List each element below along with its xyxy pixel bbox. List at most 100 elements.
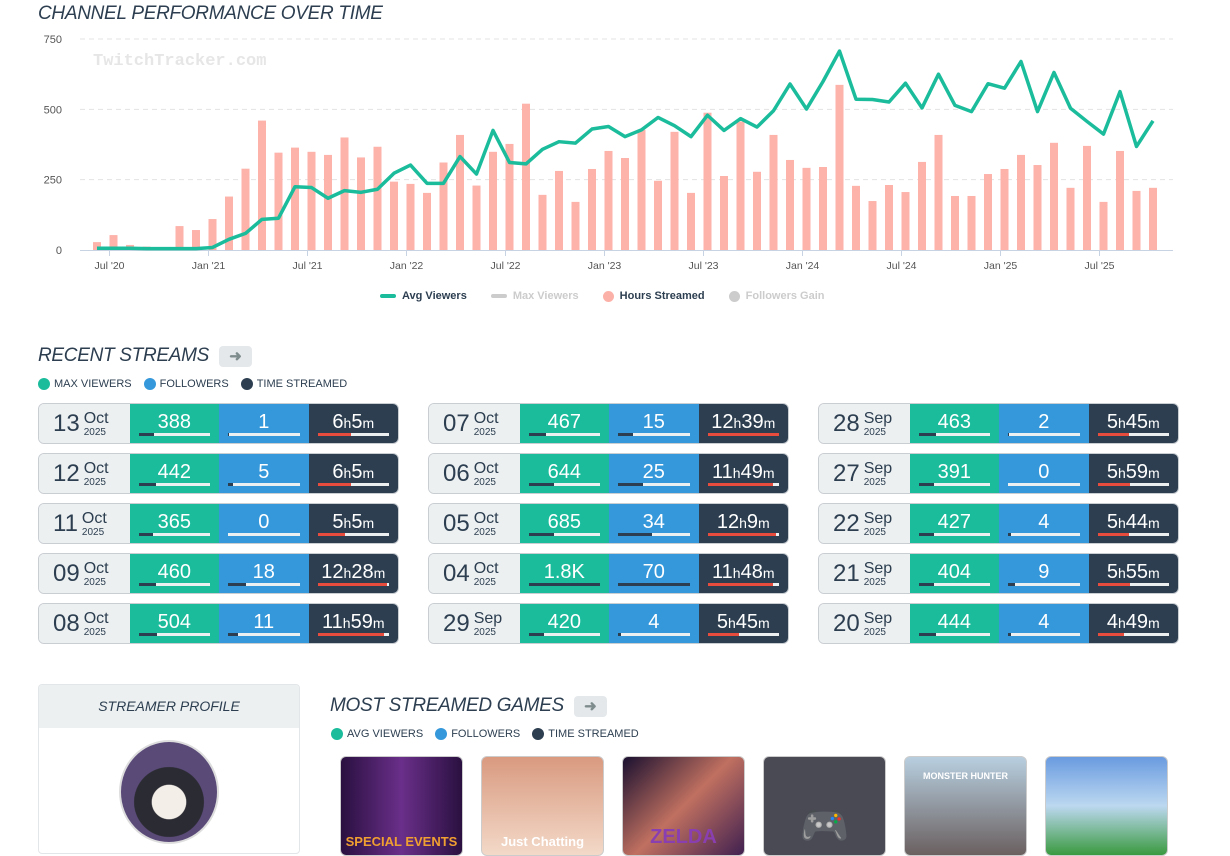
hours-streamed-bar	[572, 202, 580, 250]
stream-day: 13	[53, 410, 80, 438]
minutes-value: 39	[741, 411, 763, 433]
hours-unit: h	[728, 615, 736, 631]
minutes-unit: m	[1148, 565, 1160, 581]
game-cover[interactable]: MONSTER HUNTER	[904, 756, 1027, 856]
minutes-unit: m	[374, 565, 386, 581]
max-viewers-value: 504	[158, 611, 191, 633]
streamer-avatar[interactable]	[119, 740, 219, 844]
y-tick-label: 0	[56, 245, 62, 257]
hours-streamed-bar	[291, 148, 299, 250]
stream-day: 20	[833, 610, 860, 638]
legend-dot-icon	[603, 291, 614, 302]
legend-item[interactable]: Hours Streamed	[603, 290, 705, 302]
game-cover[interactable]	[1045, 756, 1168, 856]
hours-unit: h	[1118, 465, 1126, 481]
time-streamed-bar	[1098, 533, 1169, 536]
time-streamed-bar	[318, 633, 389, 636]
hours-streamed-bar	[786, 160, 794, 250]
hours-streamed-bar	[852, 186, 860, 250]
minutes-unit: m	[763, 465, 775, 481]
followers-value: 4	[648, 611, 659, 633]
game-cover[interactable]: SPECIAL EVENTS	[340, 756, 463, 856]
minutes-unit: m	[362, 415, 374, 431]
time-streamed-cell: 5h45m	[1089, 404, 1178, 443]
followers-cell: 0	[219, 504, 308, 543]
key-label: FOLLOWERS	[451, 728, 520, 740]
game-cover[interactable]: ZELDA	[622, 756, 745, 856]
hours-streamed-bar	[473, 186, 481, 250]
hours-streamed-bar	[374, 147, 382, 250]
x-tick-label: Jul '21	[292, 260, 322, 272]
hours-value: 5	[1107, 561, 1118, 583]
followers-bar	[1008, 583, 1079, 586]
games-keys: AVG VIEWERS FOLLOWERS TIME STREAMED	[331, 728, 639, 740]
followers-cell: 9	[999, 554, 1088, 593]
stream-year: 2025	[864, 477, 892, 488]
hours-unit: h	[1118, 415, 1126, 431]
stream-year: 2025	[474, 427, 499, 438]
followers-bar	[1008, 633, 1079, 636]
hours-streamed-bar	[407, 184, 415, 250]
time-streamed-bar	[318, 583, 389, 586]
x-tick-label: Jul '23	[688, 260, 718, 272]
hours-streamed-bar	[869, 201, 877, 250]
followers-cell: 4	[999, 504, 1088, 543]
stream-month: Sep	[864, 560, 892, 577]
stream-month: Sep	[864, 610, 892, 627]
legend-item[interactable]: Max Viewers	[491, 290, 579, 302]
minutes-value: 28	[351, 561, 373, 583]
stream-day: 28	[833, 410, 860, 438]
x-tick-label: Jul '22	[490, 260, 520, 272]
stream-year: 2025	[474, 527, 499, 538]
max-viewers-bar	[919, 483, 990, 486]
followers-dot-icon	[144, 378, 156, 390]
max-viewers-cell: 504	[130, 604, 219, 643]
legend-item[interactable]: Avg Viewers	[380, 290, 467, 302]
hours-streamed-bar	[1001, 169, 1009, 250]
hours-streamed-bar	[770, 135, 778, 250]
hours-value: 4	[1107, 611, 1118, 633]
stream-year: 2025	[84, 627, 109, 638]
max-viewers-bar	[139, 583, 210, 586]
followers-cell: 4	[609, 604, 698, 643]
stream-month: Oct	[474, 460, 499, 477]
max-viewers-value: 644	[548, 461, 581, 483]
game-cover[interactable]: 🎮	[763, 756, 886, 856]
followers-cell: 1	[219, 404, 308, 443]
max-viewers-bar	[529, 433, 600, 436]
max-viewers-value: 460	[158, 561, 191, 583]
game-cover[interactable]: Just Chatting	[481, 756, 604, 856]
time-streamed-cell: 11h49m	[699, 454, 788, 493]
games-more-button[interactable]: ➜	[574, 696, 607, 717]
max-viewers-cell: 420	[520, 604, 609, 643]
legend-item[interactable]: Followers Gain	[729, 290, 825, 302]
time-streamed-cell: 4h49m	[1089, 604, 1178, 643]
followers-cell: 5	[219, 454, 308, 493]
arrow-right-icon: ➜	[584, 698, 597, 715]
stream-year: 2025	[84, 427, 109, 438]
stream-month: Sep	[864, 460, 892, 477]
max-viewers-cell: 365	[130, 504, 219, 543]
minutes-unit: m	[1148, 515, 1160, 531]
recent-streams-more-button[interactable]: ➜	[219, 346, 252, 367]
hours-unit: h	[343, 615, 351, 631]
hours-streamed-bar	[390, 182, 398, 250]
minutes-value: 5	[351, 411, 362, 433]
